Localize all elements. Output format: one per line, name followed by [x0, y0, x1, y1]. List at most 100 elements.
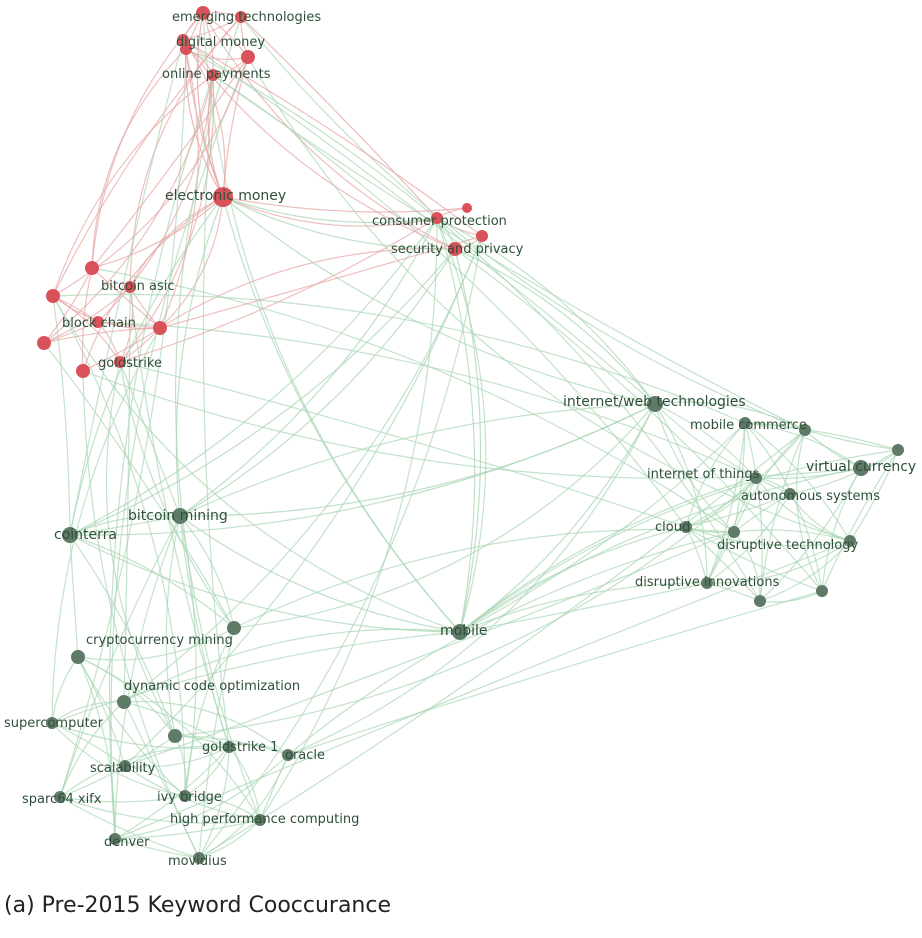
label-internet-web-technologies: internet/web technologies: [563, 394, 746, 410]
edge: [184, 795, 261, 821]
edge: [287, 590, 823, 756]
edge: [196, 12, 224, 198]
edge: [179, 515, 235, 629]
edge: [459, 582, 708, 633]
edge: [174, 477, 757, 737]
label-virtual-currency: virtual currency: [806, 459, 916, 475]
edge: [123, 701, 230, 748]
edge: [124, 746, 230, 768]
label-emerging-technologies: emerging technologies: [172, 10, 321, 25]
edge: [159, 196, 224, 329]
node-oracle: [282, 749, 294, 761]
label-block-chain: block chain: [62, 316, 136, 331]
label-bitcoin-mining: bitcoin mining: [128, 508, 228, 524]
network-node: [462, 203, 472, 213]
edge: [124, 531, 735, 767]
edge: [51, 327, 161, 724]
node-bitcoin-asic: [124, 281, 136, 293]
network-node: [241, 50, 255, 64]
edge: [821, 467, 862, 592]
node-bitcoin-mining: [172, 508, 188, 524]
edge: [454, 248, 823, 592]
edge: [247, 56, 851, 542]
node-virtual-currency: [853, 460, 869, 476]
edge: [459, 403, 656, 633]
edge: [182, 39, 226, 198]
edge: [240, 16, 806, 431]
edge: [179, 515, 230, 748]
node-high-performance-computing: [254, 814, 266, 826]
network-node: [46, 289, 60, 303]
edge: [114, 540, 851, 840]
network-node: [37, 336, 51, 350]
edge: [744, 422, 763, 602]
edge: [174, 735, 289, 756]
network-node: [476, 230, 488, 242]
node-emerging-technologies: [196, 6, 210, 20]
edge: [733, 429, 806, 533]
edge: [69, 403, 656, 536]
node-sparc64-xifx: [54, 791, 66, 803]
edge: [82, 327, 161, 372]
edge: [654, 403, 757, 479]
edge: [198, 754, 289, 859]
node-mobile: [452, 624, 468, 640]
network-labels: emerging technologies digital money online…: [4, 10, 916, 869]
edge: [706, 540, 851, 584]
node-goldstrike: [114, 356, 126, 368]
node-digital-money: [180, 43, 192, 55]
network-node: [816, 585, 828, 597]
edge: [459, 477, 757, 633]
edge: [733, 529, 851, 542]
node-cloud: [680, 521, 692, 533]
edge: [175, 196, 224, 517]
label-sparc64-xifx: sparc64 xifx: [22, 792, 102, 807]
node-security-and-privacy: [448, 242, 462, 256]
edge: [59, 701, 125, 798]
edge: [454, 248, 482, 633]
edge: [91, 267, 735, 533]
edge: [51, 722, 230, 749]
edge: [69, 515, 181, 536]
node-scalability: [119, 760, 131, 772]
edge: [59, 515, 181, 798]
node-supercomputer: [46, 717, 58, 729]
keyword-cooccurrence-network: emerging technologies digital money online…: [4, 6, 916, 869]
node-mobile-commerce: [739, 417, 751, 429]
edge: [212, 74, 806, 431]
edge: [91, 196, 224, 269]
edge: [52, 56, 249, 297]
label-cointerra: cointerra: [54, 527, 117, 543]
edge: [685, 422, 746, 528]
edge: [175, 16, 261, 821]
label-goldstrike-1: goldstrike 1: [202, 740, 278, 755]
label-bitcoin-asic: bitcoin asic: [101, 279, 175, 294]
edge: [454, 248, 656, 405]
edge: [654, 401, 806, 431]
label-high-performance-computing: high performance computing: [170, 812, 359, 827]
edge: [228, 746, 261, 821]
label-mobile: mobile: [440, 623, 487, 639]
edge: [165, 515, 181, 737]
edge: [43, 74, 214, 344]
edge: [759, 540, 851, 602]
edge: [51, 701, 125, 724]
edge: [69, 534, 176, 737]
edge: [114, 754, 289, 840]
node-online-payments: [207, 69, 219, 81]
node-internet-web-technologies: [647, 396, 663, 412]
edge: [69, 534, 461, 633]
edge: [804, 429, 899, 451]
node-block-chain: [92, 316, 104, 328]
edge: [184, 746, 230, 797]
edge: [795, 429, 823, 592]
edge: [759, 429, 806, 602]
edge: [69, 196, 224, 536]
network-node: [168, 729, 182, 743]
label-security-and-privacy: security and privacy: [391, 242, 524, 257]
label-goldstrike: goldstrike: [98, 356, 162, 371]
edge: [123, 628, 461, 703]
edge: [82, 196, 224, 372]
edge: [124, 765, 261, 821]
edge: [119, 361, 181, 517]
